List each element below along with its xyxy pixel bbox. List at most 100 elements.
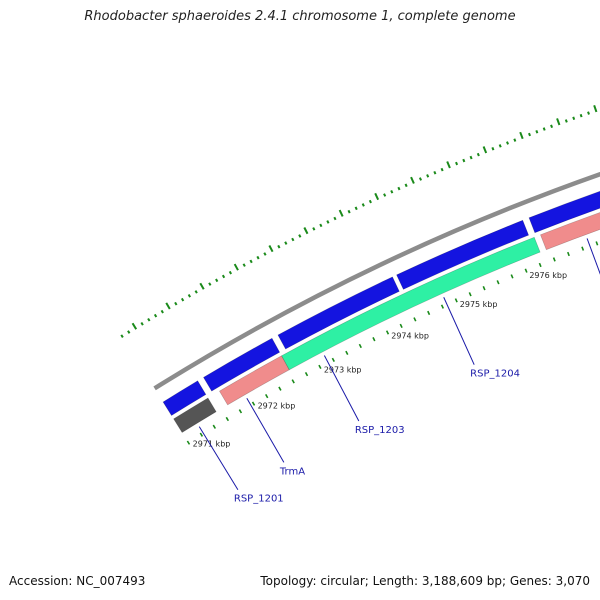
position-ticks: 2971 kbp 2972 kbp 2973 kbp 2974 kbp 2975 kbp…	[186, 241, 600, 449]
position-tick	[399, 323, 403, 329]
gc-mark	[242, 263, 246, 267]
gc-mark	[498, 144, 502, 148]
gc-mark	[312, 227, 316, 231]
gc-mark	[564, 119, 568, 123]
position-tick	[595, 241, 599, 246]
gc-mark	[319, 223, 323, 228]
gc-mark	[354, 206, 358, 211]
position-tick	[251, 401, 256, 406]
gc-mark	[579, 113, 583, 118]
gene-cds	[203, 337, 281, 392]
topology-summary: Topology: circular; Length: 3,188,609 bp…	[260, 574, 590, 588]
gc-mark	[215, 278, 219, 283]
position-tick	[345, 350, 349, 356]
gc-mark	[263, 252, 267, 256]
gc-mark	[440, 167, 444, 172]
position-tick	[510, 274, 514, 279]
gc-mark	[542, 127, 546, 131]
gene-cds	[277, 276, 400, 350]
gc-mark	[404, 183, 408, 188]
position-tick	[496, 280, 500, 285]
gc-mark	[326, 220, 330, 224]
position-tick	[552, 257, 556, 262]
gene-other	[173, 397, 217, 433]
position-tick	[331, 357, 335, 362]
gene-trna	[281, 236, 541, 371]
gc-mark	[593, 104, 598, 113]
gc-mark	[426, 174, 430, 178]
gc-mark	[147, 317, 151, 322]
gc-mark	[233, 263, 239, 271]
position-tick	[454, 298, 458, 303]
gc-mark	[338, 209, 344, 217]
gc-mark	[410, 176, 415, 184]
position-tick	[385, 330, 390, 335]
gc-mark	[347, 209, 351, 214]
gc-mark	[174, 301, 178, 306]
gc-mark	[506, 141, 509, 145]
leader-line	[586, 238, 600, 275]
position-tick	[567, 251, 570, 257]
position-tick	[581, 246, 585, 251]
gc-mark	[433, 170, 437, 175]
position-tick	[186, 440, 191, 445]
gc-mark	[550, 124, 554, 129]
gene-label: TrmA	[279, 466, 305, 477]
gc-mark	[418, 177, 422, 181]
gc-mark	[528, 132, 531, 137]
gc-mark	[383, 193, 387, 197]
gc-mark	[519, 131, 524, 140]
tick-label: 2974 kbp	[391, 331, 429, 340]
position-tick	[358, 343, 362, 349]
gc-mark	[165, 302, 171, 310]
gc-mark	[249, 259, 253, 264]
gc-mark	[390, 189, 394, 194]
position-tick	[318, 364, 322, 370]
gc-mark	[140, 322, 144, 326]
gene-cds	[396, 219, 530, 290]
gene-label: RSP_1204	[470, 369, 520, 380]
tick-label: 2972 kbp	[258, 401, 296, 410]
gc-mark	[277, 244, 281, 249]
gc-mark	[513, 138, 517, 142]
gc-mark	[491, 146, 495, 151]
tick-label: 2971 kbp	[193, 440, 231, 449]
position-tick	[524, 268, 528, 273]
gc-mark	[180, 297, 185, 302]
feature-track	[162, 190, 600, 433]
position-tick	[372, 337, 376, 342]
gc-mark	[476, 152, 480, 157]
gc-mark	[535, 130, 539, 134]
gc-mark	[199, 282, 205, 290]
leader-line	[198, 426, 239, 490]
tick-label: 2973 kbp	[324, 365, 362, 374]
chromosome-backbone	[153, 171, 600, 391]
gc-mark	[131, 322, 138, 330]
gc-mark	[361, 203, 365, 207]
gc-mark	[268, 245, 274, 253]
position-tick	[225, 416, 230, 422]
backbone-line	[153, 171, 600, 391]
gc-mark	[221, 274, 226, 279]
gc-mark	[587, 111, 590, 115]
position-tick	[427, 310, 431, 316]
gc-mark	[556, 118, 561, 126]
gene-cds	[528, 190, 600, 234]
gc-mark	[446, 161, 451, 169]
gc-mark	[455, 161, 459, 166]
position-tick	[538, 262, 542, 268]
position-tick	[291, 379, 295, 384]
gc-mark	[153, 313, 158, 318]
gc-mark	[482, 146, 488, 154]
tick-label: 2975 kbp	[460, 300, 498, 309]
gc-mark	[187, 293, 191, 298]
tick-label: 2976 kbp	[529, 271, 567, 280]
gene-cds	[162, 380, 207, 416]
gc-mark	[303, 227, 309, 235]
gc-mark	[284, 241, 288, 245]
gene-rrna	[540, 212, 600, 251]
gc-mark	[462, 158, 466, 163]
position-tick	[212, 424, 217, 429]
gc-mark	[194, 290, 198, 294]
